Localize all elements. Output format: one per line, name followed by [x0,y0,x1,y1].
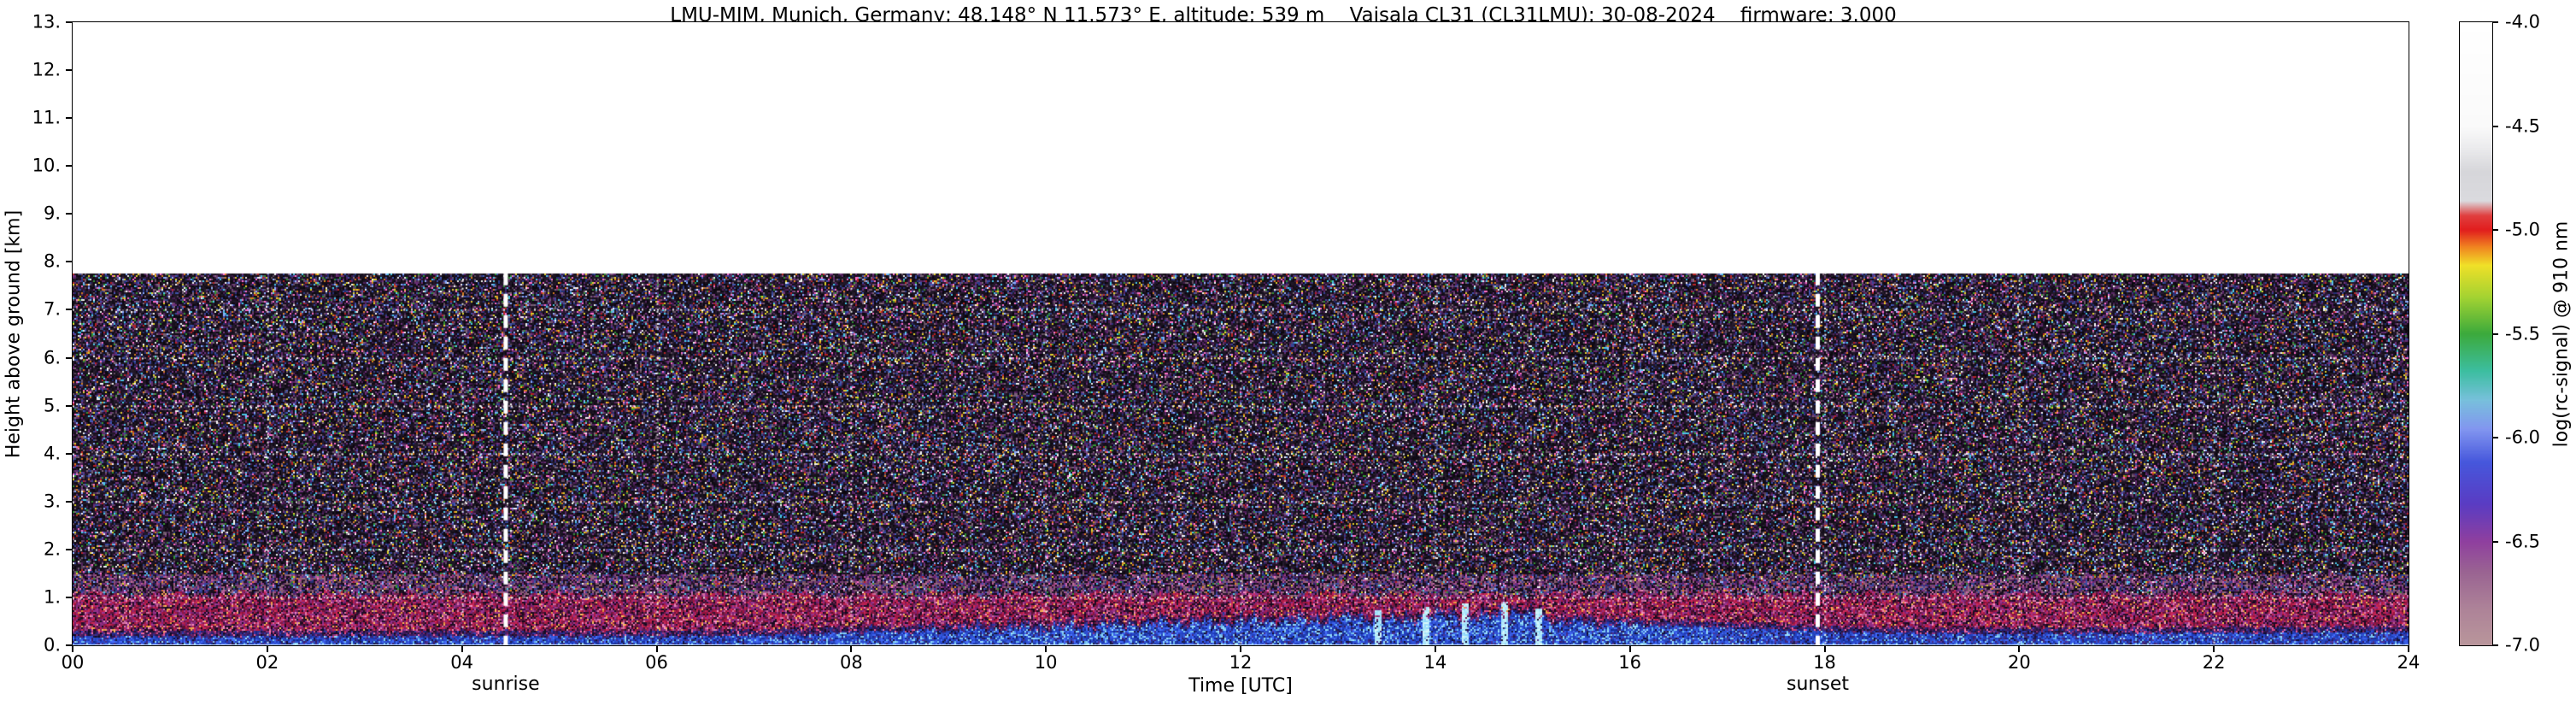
x-tick-mark [2018,645,2021,652]
x-tick-label: 00 [61,652,85,673]
colorbar-tick-mark [2492,229,2498,231]
y-tick-label: 11. [32,107,61,128]
y-tick-label: 1. [43,586,61,608]
x-tick-mark [1240,645,1241,652]
colorbar-tick-mark [2492,21,2498,23]
y-tick-mark [66,69,73,72]
y-tick-label: 0. [43,634,61,656]
colorbar-label: log(rc-signal) @ 910 nm [2550,221,2573,447]
y-tick-mark [66,596,73,598]
colorbar-tick-label: -4.0 [2505,11,2540,32]
y-tick-mark [66,356,73,359]
y-axis-label: Height above ground [km] [3,209,25,458]
x-tick-label: 14 [1423,652,1447,673]
x-axis-label: Time [UTC] [1188,675,1293,697]
x-tick-mark [1823,645,1826,652]
colorbar-tick-mark [2492,125,2498,127]
x-tick-label: 04 [450,652,474,673]
x-tick-label: 06 [645,652,668,673]
x-tick-mark [2408,645,2409,652]
y-tick-label: 13. [32,11,61,32]
x-tick-label: 24 [2397,652,2421,673]
y-tick-mark [66,261,73,263]
x-tick-label: 10 [1034,652,1058,673]
y-tick-mark [66,309,73,311]
sunrise-label: sunrise [472,674,540,695]
colorbar-tick-label: -4.5 [2505,115,2540,136]
x-tick-mark [266,645,268,652]
x-tick-label: 08 [839,652,863,673]
x-tick-mark [72,645,73,652]
y-tick-mark [66,165,73,168]
backscatter-heatmap-canvas [73,22,2409,645]
colorbar-tick-label: -7.0 [2505,634,2540,656]
x-tick-label: 22 [2202,652,2226,673]
x-tick-mark [2213,645,2215,652]
y-tick-label: 5. [43,395,61,416]
x-tick-label: 02 [255,652,279,673]
y-tick-label: 9. [43,203,61,224]
y-tick-label: 2. [43,538,61,560]
y-tick-label: 4. [43,443,61,464]
colorbar-tick-mark [2492,540,2498,543]
x-tick-label: 16 [1618,652,1642,673]
sunset-label: sunset [1787,674,1850,695]
y-tick-label: 3. [43,491,61,512]
x-tick-label: 20 [2007,652,2031,673]
x-tick-mark [1434,645,1436,652]
x-tick-label: 18 [1813,652,1836,673]
x-tick-mark [655,645,658,652]
colorbar-tick-label: -6.0 [2505,427,2540,448]
colorbar-tick-label: -5.0 [2505,219,2540,240]
colorbar-tick-mark [2492,644,2498,646]
colorbar-tick-label: -5.5 [2505,322,2540,344]
y-tick-mark [66,452,73,455]
y-tick-label: 10. [32,155,61,176]
x-tick-label: 12 [1229,652,1253,673]
y-tick-label: 8. [43,250,61,272]
colorbar-tick-mark [2492,332,2498,335]
y-tick-label: 7. [43,298,61,320]
colorbar-gradient [2460,22,2492,645]
y-tick-mark [66,213,73,215]
y-tick-label: 6. [43,346,61,368]
x-tick-mark [461,645,463,652]
y-tick-mark [66,548,73,550]
y-tick-mark [66,644,73,646]
y-tick-mark [66,404,73,407]
x-tick-mark [1628,645,1631,652]
y-tick-label: 12. [32,59,61,80]
x-tick-mark [850,645,853,652]
x-tick-mark [1045,645,1047,652]
colorbar-tick-mark [2492,437,2498,438]
y-tick-mark [66,117,73,120]
colorbar-tick-label: -6.5 [2505,530,2540,551]
y-tick-mark [66,500,73,503]
y-tick-mark [66,21,73,23]
